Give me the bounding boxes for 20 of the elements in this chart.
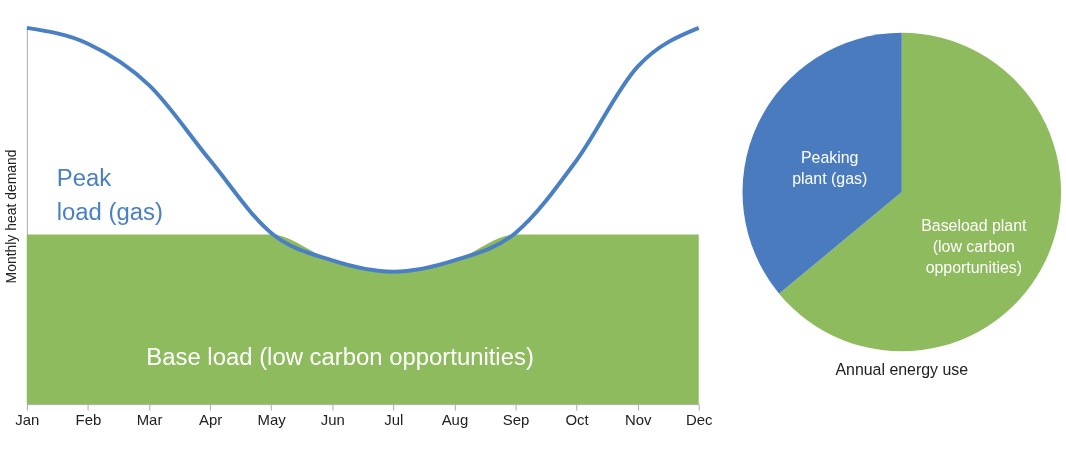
pie-slice bbox=[742, 32, 902, 294]
x-tick-label: Sep bbox=[502, 410, 530, 428]
text: Annual energy use bbox=[835, 361, 969, 379]
slice-label: Baseload plant (low carbon opportunities) bbox=[921, 216, 1028, 276]
x-tick-label: Jul bbox=[384, 410, 404, 428]
x-tick-label: Aug bbox=[441, 410, 469, 428]
x-tick-label: Oct bbox=[565, 410, 590, 428]
y-axis-title: Monthly heat demand bbox=[3, 149, 20, 284]
x-tick-label: Mar bbox=[136, 410, 163, 428]
x-tick-label: Dec bbox=[685, 410, 714, 428]
series-label: Base load (low carbon opportunities) bbox=[146, 343, 534, 371]
x-tick-label: Jun bbox=[320, 410, 345, 428]
x-tick-label: Feb bbox=[75, 410, 102, 428]
x-tick-label: Apr bbox=[199, 410, 223, 428]
x-tick-label: May bbox=[257, 410, 287, 428]
x-tick-label: Nov bbox=[624, 410, 652, 428]
series-label: Peak load (gas) bbox=[56, 164, 163, 225]
slice-label: Peaking plant (gas) bbox=[792, 149, 868, 188]
x-tick-label: Jan bbox=[15, 410, 40, 428]
pie-slice bbox=[779, 32, 1062, 352]
